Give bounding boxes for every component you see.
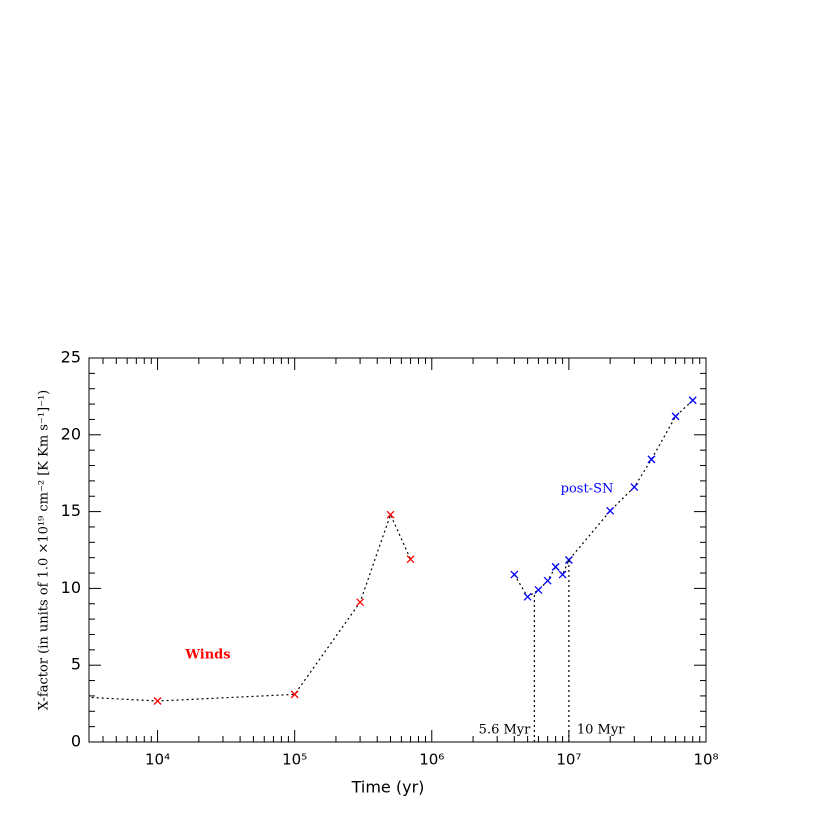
data-point	[671, 412, 680, 421]
x-axis-label: Time (yr)	[351, 778, 425, 797]
x-tick-label: 10⁷	[556, 751, 581, 769]
data-point	[290, 690, 299, 699]
y-tick-label: 15	[61, 501, 81, 520]
plot-frame	[88, 357, 707, 743]
x-tick-label: 10⁴	[145, 751, 170, 769]
data-point	[606, 506, 615, 515]
y-tick-label: 20	[61, 424, 81, 443]
data-point	[523, 592, 532, 601]
series-line	[513, 399, 694, 598]
marker-label: 5.6 Myr	[479, 723, 531, 738]
x-tick-label: 10⁸	[693, 751, 718, 769]
y-tick-label: 25	[61, 348, 81, 367]
series-label: Winds	[184, 648, 230, 663]
data-point	[153, 697, 162, 705]
data-point	[558, 570, 567, 579]
y-axis-label: X-factor (in units of 1.0 ×10¹⁹ cm⁻² [K …	[37, 390, 52, 711]
marker-label: 10 Myr	[577, 723, 625, 738]
data-point	[510, 570, 519, 579]
data-point	[58, 692, 65, 699]
data-point	[406, 555, 415, 564]
data-point	[630, 483, 639, 491]
y-tick-label: 5	[71, 655, 81, 674]
data-point	[688, 396, 697, 405]
y-tick-label: 0	[71, 732, 81, 751]
x-tick-label: 10⁶	[419, 751, 444, 769]
data-point	[543, 576, 552, 585]
data-point	[551, 562, 560, 571]
y-tick-label: 10	[61, 578, 81, 597]
data-point	[647, 455, 656, 464]
data-point	[534, 585, 543, 594]
x-tick-label: 10⁵	[282, 751, 307, 769]
data-point	[386, 510, 395, 519]
data-point	[356, 598, 365, 607]
series-label: post-SN	[561, 482, 614, 497]
series-line	[89, 513, 412, 702]
data-point	[564, 556, 573, 564]
